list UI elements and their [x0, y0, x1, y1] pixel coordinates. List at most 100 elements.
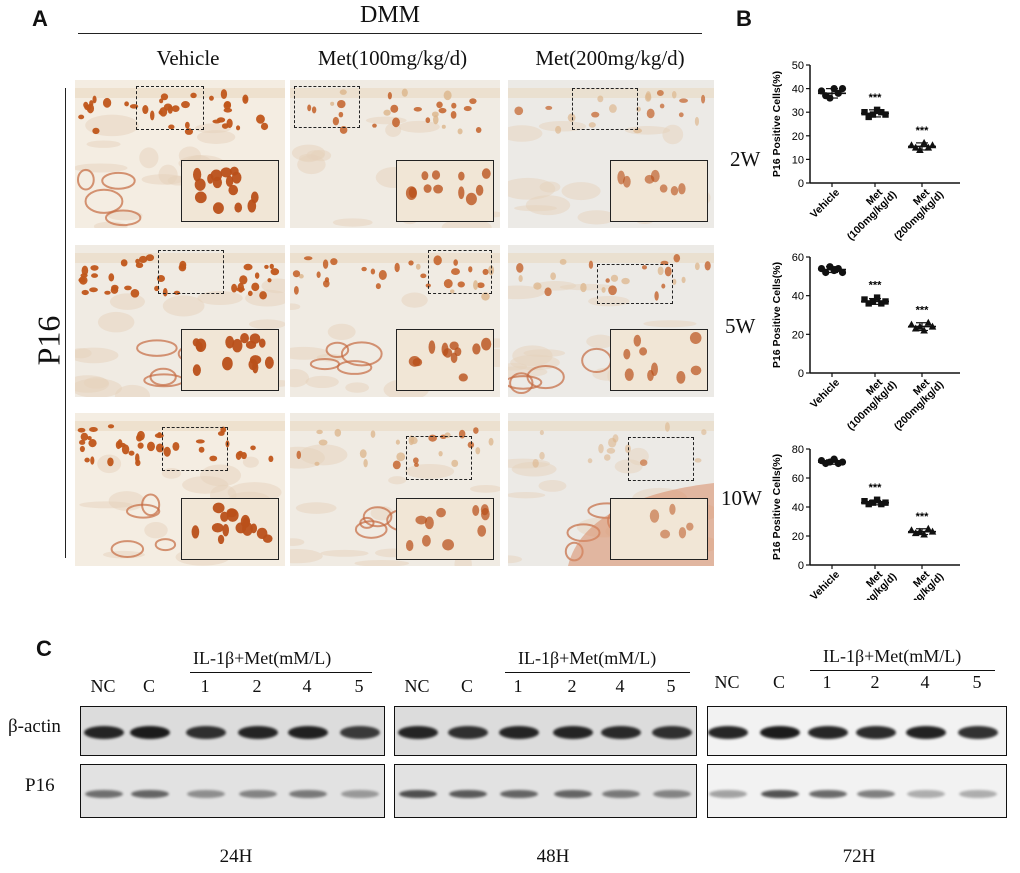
blot-band	[340, 725, 380, 739]
lane-label: 1	[200, 676, 210, 696]
lane-label: 5	[666, 676, 676, 696]
magnified-inset	[396, 498, 494, 560]
blot-band	[289, 790, 327, 798]
band-label-p16: P16	[25, 775, 55, 796]
blot-band	[448, 725, 488, 739]
significance-marker: ***	[869, 92, 883, 104]
zoom-region-box	[158, 250, 224, 294]
time-label-48h: 48H	[536, 846, 570, 867]
dmm-header-line	[78, 33, 702, 34]
zoom-region-box	[572, 88, 638, 130]
significance-marker: ***	[869, 280, 883, 292]
data-point	[882, 111, 889, 118]
significance-marker: ***	[916, 511, 930, 523]
blot-strip-actin	[80, 706, 385, 756]
lane-label: C	[142, 676, 155, 696]
blot-band	[761, 790, 799, 798]
category-label: Vehicle	[808, 187, 842, 221]
blot-band	[398, 725, 438, 739]
magnified-inset	[610, 329, 708, 391]
blot-band	[652, 725, 692, 739]
group-underline-48h	[505, 672, 690, 673]
data-point	[924, 524, 933, 532]
group-underline-72h	[810, 670, 995, 671]
zoom-region-box	[162, 427, 228, 471]
blot-band	[856, 725, 896, 739]
blot-band	[341, 790, 379, 798]
y-tick-label: 40	[792, 84, 804, 96]
time-label-10w: 10W	[721, 486, 762, 510]
magnified-inset	[610, 160, 708, 222]
blot-band	[499, 725, 539, 739]
y-tick-label: 40	[792, 502, 804, 514]
magnified-inset	[181, 498, 279, 560]
blot-band	[399, 790, 437, 798]
zoom-region-box	[597, 264, 673, 304]
blot-band	[907, 790, 945, 798]
zoom-region-box	[294, 86, 360, 128]
blot-band	[809, 790, 847, 798]
blot-band	[601, 725, 641, 739]
row-label-p16: P16	[30, 315, 67, 366]
data-point	[861, 498, 868, 505]
lane-label: 2	[252, 676, 262, 696]
lane-label: C	[772, 672, 785, 692]
lane-label: 2	[870, 672, 880, 692]
data-point	[878, 500, 885, 508]
blot-band	[708, 725, 748, 739]
dmm-header: DMM	[360, 2, 421, 28]
blot-band	[760, 725, 800, 739]
panel-b-letter: B	[736, 6, 752, 31]
y-tick-label: 60	[792, 473, 804, 485]
y-axis-label: P16 Positive Cells(%)	[771, 71, 783, 177]
lane-label: C	[460, 676, 473, 696]
y-tick-label: 20	[792, 329, 804, 341]
data-point	[873, 496, 881, 503]
blot-band	[857, 790, 895, 798]
y-tick-label: 80	[792, 444, 804, 456]
data-point	[861, 109, 868, 116]
lane-label: NC	[90, 676, 116, 696]
y-tick-label: 20	[792, 531, 804, 543]
blot-band	[959, 790, 997, 798]
group-label-24h: IL-1β+Met(mM/L)	[193, 648, 332, 668]
zoom-region-box	[136, 86, 204, 130]
y-tick-label: 30	[792, 107, 804, 119]
data-point	[861, 296, 868, 303]
lane-label: NC	[404, 676, 430, 696]
blot-band	[85, 790, 123, 798]
group-underline-24h	[190, 672, 372, 673]
data-point	[911, 324, 920, 332]
category-label: Vehicle	[808, 569, 842, 600]
significance-marker: ***	[916, 305, 930, 317]
lane-label: 4	[920, 672, 930, 692]
data-point	[865, 300, 872, 307]
blot-strip-p16	[80, 764, 385, 818]
significance-marker: ***	[916, 125, 930, 137]
y-axis-label: P16 Positive Cells(%)	[771, 262, 783, 368]
blot-band	[187, 790, 225, 798]
category-label: Vehicle	[808, 377, 842, 411]
zoom-region-box	[406, 436, 472, 480]
blot-band	[239, 790, 277, 798]
blot-band	[186, 725, 226, 739]
magnified-inset	[396, 329, 494, 391]
blot-band	[238, 725, 278, 739]
data-point	[822, 268, 830, 277]
magnified-inset	[396, 160, 494, 222]
band-label-actin: β-actin	[8, 716, 61, 737]
time-label-72h: 72H	[842, 846, 876, 867]
blot-strip-actin	[394, 706, 697, 756]
histology-image	[290, 413, 500, 566]
y-tick-label: 20	[792, 131, 804, 143]
significance-marker: ***	[869, 482, 883, 494]
data-point	[878, 300, 885, 307]
magnified-inset	[181, 160, 279, 222]
blot-band	[500, 790, 538, 798]
lane-label: 1	[513, 676, 523, 696]
y-tick-label: 10	[792, 154, 804, 166]
blot-band	[131, 790, 169, 798]
data-point	[865, 500, 872, 508]
data-point	[873, 294, 881, 301]
lane-label: NC	[714, 672, 740, 692]
